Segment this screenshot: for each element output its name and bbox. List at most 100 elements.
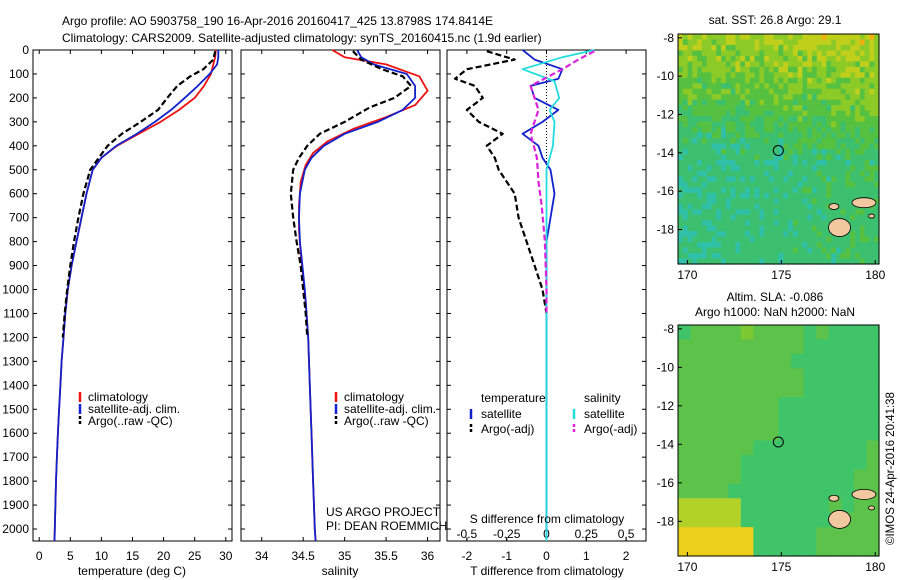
series-line-satellite-adj-clim- — [298, 49, 417, 542]
map-cell — [697, 187, 703, 194]
map-cell — [740, 149, 746, 156]
map-cell — [754, 138, 760, 145]
map-cell — [869, 253, 875, 260]
map-cell — [864, 209, 871, 216]
map-cell — [840, 203, 847, 210]
map-cell — [826, 99, 832, 106]
map-cell — [754, 105, 760, 112]
map-cell — [735, 61, 741, 68]
map-cell — [831, 170, 837, 177]
temperature-axes-frame — [32, 49, 233, 542]
map-cell — [859, 236, 866, 243]
map-cell — [682, 77, 689, 84]
map-cell — [749, 127, 756, 134]
map-cell — [711, 154, 717, 161]
map-cell — [740, 181, 746, 188]
map-cell — [678, 247, 684, 254]
map-cell — [841, 382, 855, 398]
map-cell — [692, 165, 698, 172]
map-cell — [874, 72, 880, 79]
map-cell — [754, 236, 760, 243]
map-cell — [803, 483, 817, 499]
map-cell — [692, 154, 698, 161]
map-cell — [687, 154, 693, 161]
map-x-tick-label: 175 — [771, 268, 791, 282]
map-cell — [697, 181, 703, 188]
map-cell — [850, 127, 856, 134]
map-cell — [682, 159, 689, 167]
map-cell — [821, 192, 827, 199]
map-cell — [697, 105, 703, 112]
map-cell — [754, 187, 760, 194]
map-cell — [728, 541, 742, 557]
map-cell — [812, 253, 818, 260]
map-cell — [692, 77, 698, 84]
map-cell — [855, 242, 861, 249]
map-cell — [864, 61, 871, 68]
map-cell — [783, 154, 789, 161]
map-cell — [869, 258, 875, 265]
map-cell — [753, 527, 767, 543]
map-cell — [701, 231, 708, 238]
map-cell — [812, 198, 818, 205]
legend-label: satellite-adj. clim. — [88, 402, 180, 416]
map-cell — [682, 94, 689, 101]
map-cell — [783, 55, 789, 62]
map-cell — [768, 138, 775, 145]
map-cell — [788, 209, 794, 216]
map-cell — [749, 214, 756, 221]
map-cell — [754, 242, 760, 249]
map-cell — [730, 247, 737, 254]
map-cell — [728, 483, 742, 499]
s-tick-label: -0.5 — [457, 527, 478, 541]
map-cell — [816, 83, 823, 90]
map-cell — [826, 165, 832, 172]
map-cell — [864, 94, 871, 101]
map-cell — [855, 253, 861, 260]
map-cell — [816, 198, 823, 205]
map-cell — [715, 454, 729, 470]
map-cell — [690, 368, 704, 384]
map-cell — [859, 132, 866, 139]
map-cell — [821, 94, 827, 101]
map-cell — [682, 187, 689, 194]
map-cell — [855, 231, 861, 238]
map-cell — [855, 121, 861, 128]
map-cell — [788, 198, 794, 205]
map-cell — [754, 143, 760, 150]
map-cell — [730, 236, 737, 243]
map-cell — [711, 66, 717, 73]
map-cell — [730, 88, 737, 95]
map-cell — [692, 132, 698, 139]
map-cell — [831, 110, 837, 117]
map-cell — [687, 258, 693, 265]
map-cell — [855, 138, 861, 145]
map-cell — [866, 454, 880, 470]
map-cell — [697, 253, 703, 260]
map-cell — [835, 198, 842, 205]
map-cell — [859, 99, 866, 106]
map-cell — [745, 99, 751, 106]
map-cell — [701, 127, 708, 134]
map-cell — [821, 258, 827, 265]
map-cell — [754, 39, 760, 46]
map-cell — [692, 88, 698, 95]
map-cell — [835, 143, 842, 150]
map-cell — [701, 192, 708, 199]
map-cell — [845, 231, 851, 238]
map-cell — [678, 105, 684, 112]
map-cell — [783, 34, 789, 41]
map-cell — [730, 121, 737, 128]
map-cell — [797, 165, 804, 172]
map-cell — [797, 203, 804, 210]
map-cell — [711, 77, 717, 84]
map-cell — [840, 192, 847, 199]
map-cell — [802, 247, 808, 254]
map-cell — [797, 94, 804, 101]
map-cell — [788, 143, 794, 150]
map-cell — [745, 231, 751, 238]
map-cell — [792, 198, 799, 205]
map-cell — [864, 181, 871, 188]
map-cell — [745, 165, 751, 172]
map-cell — [783, 88, 789, 95]
